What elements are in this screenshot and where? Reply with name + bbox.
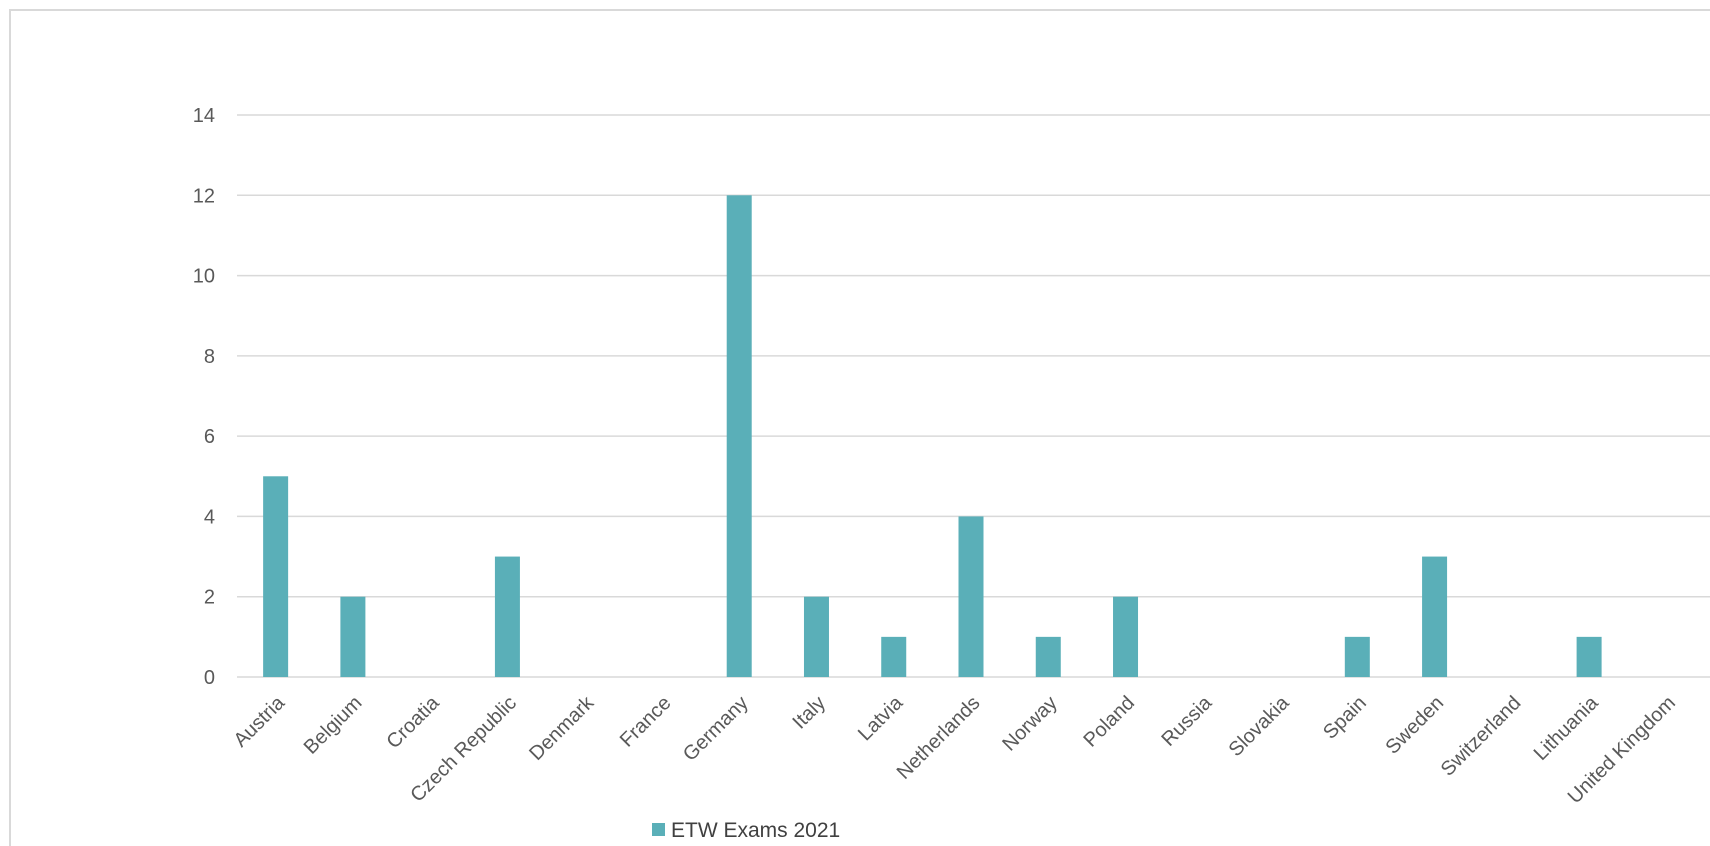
x-category-label: Lithuania [1530,691,1604,765]
y-axis-tick-labels: 0 2 4 6 8 10 12 14 [193,105,215,689]
bars [263,195,1602,678]
chart-frame [9,9,1710,846]
bar [494,556,520,677]
bar [958,516,984,677]
x-category-label: Spain [1319,692,1371,744]
x-category-label: Denmark [525,691,599,765]
x-category-label: Switzerland [1437,692,1526,781]
x-category-label: Sweden [1381,692,1448,759]
x-category-label: Germany [679,692,753,766]
x-category-label: Slovakia [1225,691,1295,761]
x-category-label: Croatia [383,691,445,753]
y-tick-label: 14 [193,105,215,127]
x-category-label: France [616,692,676,752]
bar [263,476,289,677]
bar [726,195,752,678]
y-tick-label: 8 [204,346,215,368]
legend: ETW Exams 2021 [652,819,840,842]
bar [340,596,366,677]
x-category-label: Poland [1079,692,1139,752]
y-tick-label: 2 [204,587,215,609]
x-category-label: Austria [230,691,290,751]
y-tick-label: 4 [204,506,215,528]
x-category-label: Latvia [854,691,908,745]
legend-swatch [652,823,665,836]
x-category-label: Norway [998,692,1061,755]
bar [1344,636,1370,677]
x-category-label: Russia [1158,691,1217,750]
bar [803,596,829,677]
bar [1035,636,1061,677]
bar [1113,596,1139,677]
bar [1576,636,1602,677]
y-tick-label: 12 [193,185,215,207]
y-tick-label: 10 [193,266,215,288]
y-tick-label: 6 [204,426,215,448]
y-tick-label: 0 [204,667,215,689]
bar [1422,556,1448,677]
x-category-label: Italy [789,692,830,733]
x-category-label: Netherlands [893,692,985,784]
x-category-label: Belgium [300,692,367,759]
legend-label: ETW Exams 2021 [671,819,840,842]
bar [881,636,907,677]
